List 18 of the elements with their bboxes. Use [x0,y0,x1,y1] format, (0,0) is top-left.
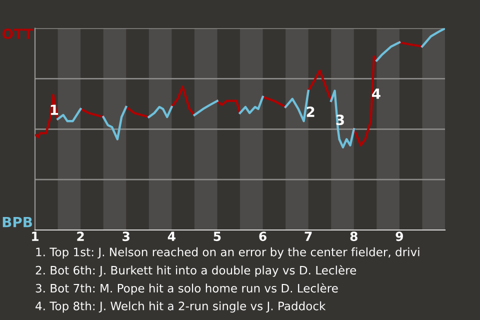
text: 1. Top 1st: J. Nelson reached on an error by the center fielder, drivi [36,247,420,259]
annotation: 1 [50,104,58,115]
text: 2. Bot 6th: J. Burkett hit into a double play vs D. Leclère [36,265,356,277]
text: OTT [2,28,33,40]
x-tick-label: 1 [32,232,38,241]
x-tick-label: 9 [396,232,403,242]
x-tick-label: 6 [259,232,266,242]
x-tick-label: 5 [214,232,221,242]
annotation: 4 [372,88,380,99]
annotation: 2 [306,106,314,117]
x-tick-label: 3 [122,232,130,242]
x-tick-label: 7 [304,232,312,241]
text: 3. Bot 7th: M. Pope hit a solo home run vs D. Leclère [36,283,338,295]
x-tick-label: 4 [168,232,176,241]
x-tick-label: 8 [350,232,358,242]
x-tick-label: 2 [77,232,84,241]
text: 4. Top 8th: J. Welch hit a 2-run single vs J. Paddock [36,301,326,313]
text: BPB [2,216,32,228]
